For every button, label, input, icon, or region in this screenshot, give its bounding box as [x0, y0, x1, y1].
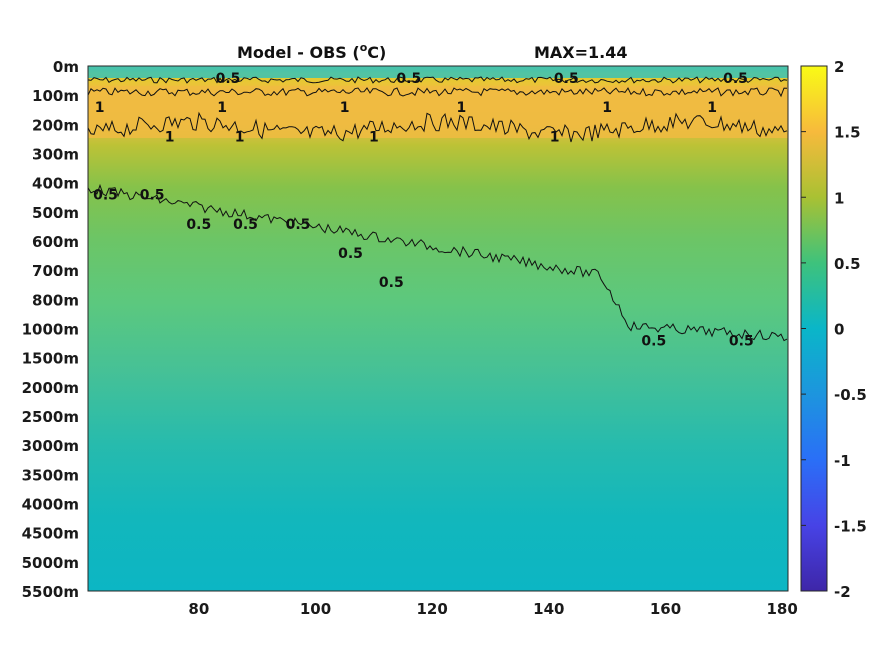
- y-tick-label: 4500m: [22, 525, 79, 543]
- plot-frame: [87, 65, 789, 592]
- contour-label: 0.5: [554, 71, 579, 87]
- y-tick-label: 2500m: [22, 408, 79, 426]
- colorbar-tick-label: -0.5: [834, 386, 867, 404]
- colorbar-tick-label: 0.5: [834, 255, 861, 273]
- contour-line-0.5-deep: [87, 183, 788, 342]
- chart-title-degree: o: [360, 41, 368, 54]
- chart-title-main: Model - OBS (: [237, 43, 360, 62]
- y-axis-tick-labels: 0m 100m 200m 300m 400m 500m 600m 700m 800m 1000m 1…: [22, 58, 79, 601]
- contour-label: 1: [602, 100, 612, 116]
- y-tick-label: 500m: [32, 204, 79, 222]
- contour-label: 0.5: [729, 334, 754, 350]
- x-tick-label: 80: [188, 600, 209, 618]
- y-tick-label: 200m: [32, 116, 79, 134]
- x-tick-label: 160: [650, 600, 681, 618]
- contour-label: 0.5: [396, 71, 421, 87]
- colorbar: 2 1.5 1 0.5 0 -0.5 -1 -1.5 -2: [800, 58, 867, 601]
- y-tick-label: 3500m: [22, 466, 79, 484]
- y-tick-label: 3000m: [22, 437, 79, 455]
- colorbar-tick-label: -2: [834, 583, 851, 601]
- contour-label: 1: [95, 100, 105, 116]
- heatmap-field: [88, 66, 788, 591]
- colorbar-tick-label: 1: [834, 189, 844, 207]
- colorbar-gradient: [800, 65, 828, 592]
- plot-area: 0.5 0.5 0.5 0.51 1 1 1 1 11 1 1 10.5 0.50.5 0.5 0.50.5…: [87, 65, 789, 592]
- y-tick-label: 5500m: [22, 583, 79, 601]
- contour-label: 0.5: [216, 71, 241, 87]
- contour-label: 1: [456, 100, 466, 116]
- contour-label: 0.5: [186, 217, 211, 233]
- contour-label: 1: [369, 129, 379, 145]
- contour-label: 1: [217, 100, 227, 116]
- contour-labels: 0.5 0.5 0.5 0.51 1 1 1 1 11 1 1 10.5 0.50.5 0.5 0.50.5…: [93, 71, 754, 350]
- contour-label: 1: [550, 129, 560, 145]
- y-tick-label: 600m: [32, 233, 79, 251]
- contour-line-1-lower: [87, 111, 788, 143]
- y-tick-label: 1500m: [22, 350, 79, 368]
- y-tick-label: 0m: [53, 58, 79, 76]
- contour-label: 1: [340, 100, 350, 116]
- y-tick-label: 1000m: [22, 321, 79, 339]
- surface-band: [88, 66, 788, 78]
- chart-title: Model - OBS (oC): [237, 41, 386, 62]
- colorbar-tick-label: -1.5: [834, 517, 867, 535]
- contour-label: 1: [707, 100, 717, 116]
- x-tick-label: 100: [300, 600, 331, 618]
- x-tick-label: 120: [417, 600, 448, 618]
- contour-label: 1: [165, 129, 175, 145]
- contour-label: 0.5: [723, 71, 748, 87]
- x-axis-tick-labels: 80 100 120 140 160 180: [188, 600, 797, 618]
- contour-label: 0.5: [140, 188, 165, 204]
- contour-line-1-upper: [87, 87, 788, 98]
- y-tick-label: 800m: [32, 291, 79, 309]
- contour-label: 1: [235, 129, 245, 145]
- y-tick-label: 300m: [32, 146, 79, 164]
- contour-lines: [87, 76, 788, 342]
- y-tick-label: 100m: [32, 87, 79, 105]
- contour-label: 0.5: [233, 217, 258, 233]
- colorbar-tick-label: 1.5: [834, 124, 861, 142]
- colorbar-tick-label: 0: [834, 321, 844, 339]
- contour-label: 0.5: [286, 217, 311, 233]
- y-tick-label: 4000m: [22, 496, 79, 514]
- colorbar-tick-label: 2: [834, 58, 844, 76]
- x-tick-label: 180: [767, 600, 798, 618]
- y-tick-label: 5000m: [22, 554, 79, 572]
- x-tick-label: 140: [533, 600, 564, 618]
- contour-label: 0.5: [93, 188, 118, 204]
- contour-label: 0.5: [338, 246, 363, 262]
- contour-label: 0.5: [379, 275, 404, 291]
- max-label: MAX=1.44: [534, 43, 628, 62]
- colorbar-tick-label: -1: [834, 452, 851, 470]
- contour-line-0.5-surface: [87, 76, 788, 84]
- y-tick-label: 700m: [32, 262, 79, 280]
- colorbar-tick-labels: 2 1.5 1 0.5 0 -0.5 -1 -1.5 -2: [801, 58, 867, 601]
- chart-title-unit: C): [367, 43, 386, 62]
- y-tick-label: 2000m: [22, 379, 79, 397]
- contour-label: 0.5: [641, 334, 666, 350]
- y-tick-label: 400m: [32, 175, 79, 193]
